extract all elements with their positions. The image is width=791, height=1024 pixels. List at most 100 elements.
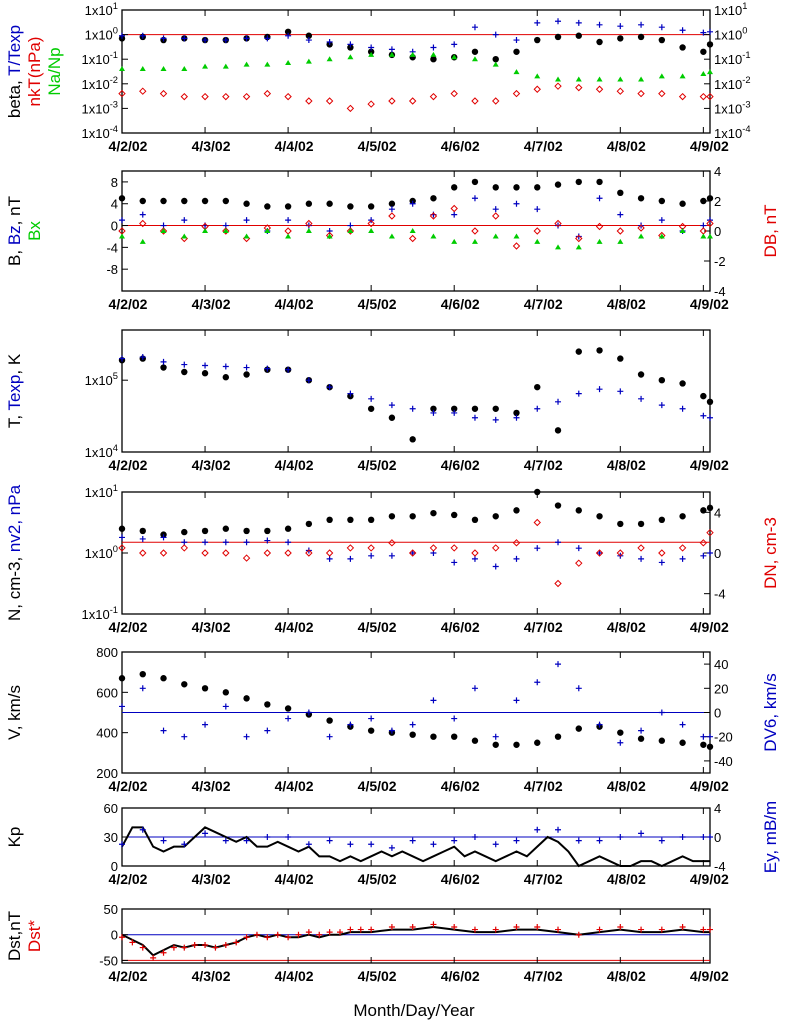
series-Texp: [119, 354, 713, 423]
data-point: [596, 38, 603, 46]
data-point: [388, 552, 395, 559]
x-tick-label: 4/4/02: [275, 968, 314, 984]
data-point: [118, 89, 126, 98]
data-point: [575, 178, 582, 186]
data-point: [212, 944, 219, 951]
data-point: [284, 525, 292, 532]
data-point: [201, 527, 209, 535]
data-point: [679, 721, 686, 728]
data-point: [139, 944, 146, 951]
y-tick-label: 1x104: [85, 443, 118, 460]
data-point: [409, 550, 416, 556]
data-point: [513, 48, 520, 55]
data-point: [409, 436, 416, 443]
data-point: [430, 233, 437, 239]
data-point: [139, 354, 146, 361]
data-point: [617, 834, 624, 840]
data-point: [160, 727, 167, 734]
data-point: [596, 837, 603, 844]
data-point: [658, 559, 665, 566]
x-tick-label: 4/9/02: [690, 296, 729, 312]
data-point: [707, 28, 713, 35]
data-point: [658, 217, 665, 224]
data-point: [222, 363, 229, 370]
data-point: [658, 837, 665, 844]
data-point: [492, 416, 499, 423]
data-point: [181, 361, 188, 368]
data-point: [305, 841, 312, 848]
data-point: [429, 544, 438, 552]
data-point: [284, 203, 292, 210]
y-tick-label: 0: [111, 928, 118, 943]
data-point: [222, 228, 229, 233]
data-point: [596, 347, 603, 354]
panel-velocity: 4/2/02 4/3/02 4/4/02 4/5/02 4/6/02 4/7/02 4/8/…: [5, 645, 780, 794]
data-point: [242, 92, 251, 101]
y-tick-label: 1x101: [85, 1, 118, 18]
data-point: [679, 513, 686, 520]
data-point: [367, 203, 375, 210]
data-point: [451, 511, 458, 519]
data-point: [492, 563, 499, 570]
data-point: [160, 358, 167, 365]
data-point: [595, 85, 604, 93]
panel-frame: [121, 908, 711, 964]
data-point: [471, 549, 479, 557]
series-DN: [118, 518, 714, 588]
data-point: [554, 33, 562, 41]
data-point: [637, 735, 645, 742]
y-tick-label: 1x10-4: [81, 124, 118, 141]
data-point: [706, 398, 714, 406]
data-point: [555, 76, 562, 82]
data-point: [658, 402, 665, 409]
series-line: [121, 925, 710, 957]
y2-tick-label: 20: [714, 681, 728, 696]
data-point: [637, 89, 645, 98]
data-point: [181, 368, 188, 376]
data-point: [617, 739, 624, 746]
panel-kp: 4/2/02 4/3/02 4/4/02 4/5/02 4/6/02 4/7/02 4/8/…: [5, 801, 780, 887]
data-point: [305, 37, 312, 44]
x-tick-label: 4/6/02: [441, 778, 480, 794]
panel-density: 4/2/02 4/3/02 4/4/02 4/5/02 4/6/02 4/7/02 4/8/…: [5, 483, 780, 635]
panel-beta: 4/2/02 4/3/02 4/4/02 4/5/02 4/6/02 4/7/02 4/8/…: [5, 1, 751, 154]
data-point: [326, 555, 333, 562]
panel-temp: 4/2/02 4/3/02 4/4/02 4/5/02 4/6/02 4/7/02 4/8/…: [5, 329, 729, 473]
data-point: [637, 33, 645, 41]
data-point: [305, 709, 312, 716]
y-tick-label: 1x10-2: [81, 75, 118, 92]
data-point: [678, 544, 687, 552]
x-tick-label: 4/4/02: [275, 778, 314, 794]
data-point: [202, 539, 209, 546]
data-point: [160, 837, 167, 844]
data-point: [451, 238, 458, 244]
data-point: [264, 834, 271, 840]
data-point: [388, 46, 395, 53]
data-point: [471, 56, 478, 62]
data-point: [264, 35, 271, 42]
series-line: [121, 826, 710, 868]
data-point: [679, 228, 686, 233]
x-tick-label: 4/7/02: [524, 619, 563, 635]
data-point: [347, 926, 354, 933]
y-tick-label: 50: [104, 902, 118, 917]
data-point: [575, 234, 583, 243]
data-point: [555, 18, 562, 25]
data-point: [118, 544, 126, 552]
data-point: [160, 197, 167, 205]
data-point: [554, 181, 562, 188]
data-point: [679, 834, 686, 840]
data-point: [367, 219, 375, 228]
x-tick-label: 4/6/02: [441, 138, 480, 154]
data-point: [534, 383, 541, 391]
data-point: [284, 28, 292, 35]
data-point: [471, 405, 479, 412]
x-tick-label: 4/2/02: [109, 296, 148, 312]
data-point: [242, 554, 251, 562]
chart-panels: 4/2/02 4/3/02 4/4/02 4/5/02 4/6/02 4/7/02 4/8/…: [5, 1, 780, 984]
data-point: [368, 395, 375, 402]
data-point: [575, 685, 582, 692]
data-point: [409, 924, 416, 930]
data-point: [388, 97, 396, 105]
data-point: [243, 371, 250, 378]
